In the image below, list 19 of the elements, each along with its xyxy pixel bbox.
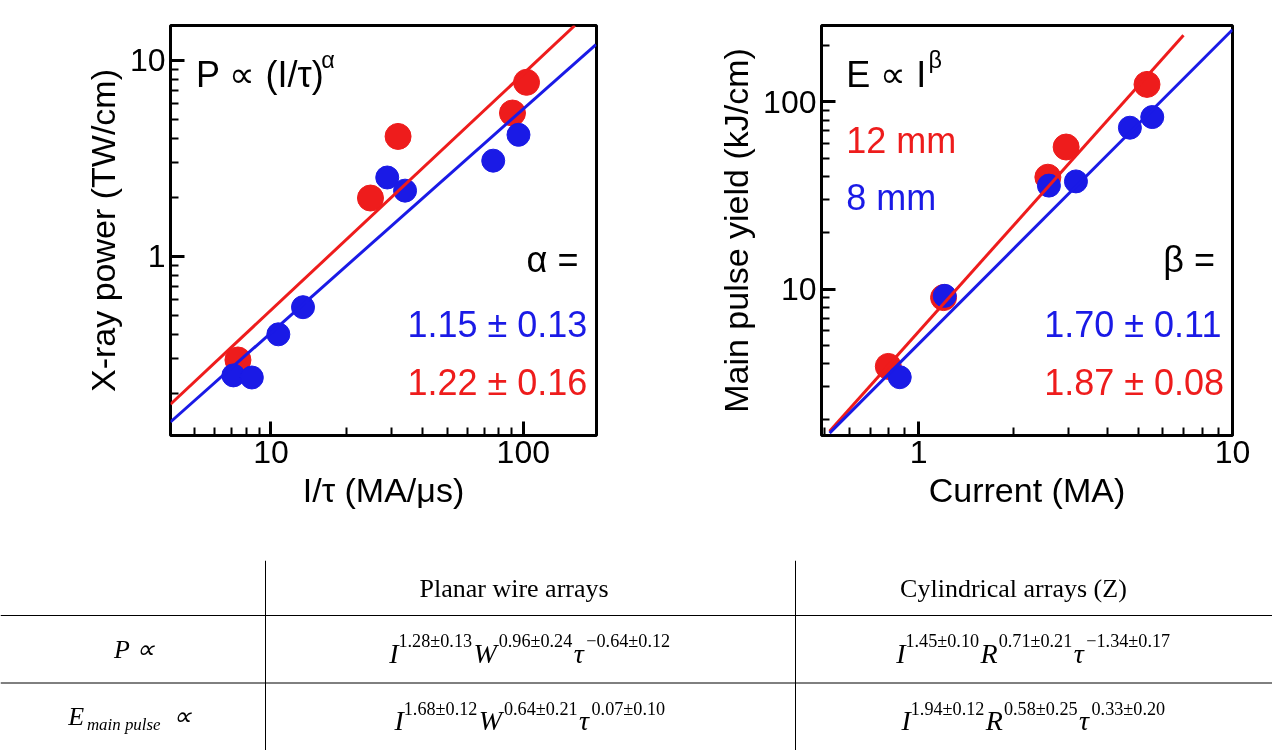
category-label: P ∝ (113, 634, 155, 664)
x-tick-label: 100 (496, 433, 550, 470)
text: 12 mm (846, 119, 957, 161)
x-tick-label: 10 (1214, 433, 1251, 470)
annotation: 1.22 ± 0.16 (407, 361, 588, 403)
y-axis-title: X-ray power (TW/cm) (83, 69, 122, 392)
series-label: 8 mm (846, 177, 937, 219)
annotation: β = (1163, 238, 1216, 280)
x-axis-title: Current (MA) (928, 470, 1126, 509)
annotation: 1.70 ± 0.11 (1044, 304, 1222, 346)
category-label: Cylindrical arrays (Z) (900, 573, 1127, 603)
x-axis-title: I/τ (MA/μs) (302, 470, 465, 509)
annotation: α = (526, 238, 579, 280)
x-tick-label: 1 (909, 433, 928, 470)
annotation: 1.15 ± 0.13 (407, 304, 588, 346)
y-axis-title: Main pulse yield (kJ/cm) (717, 48, 756, 413)
annotation: 1.87 ± 0.08 (1044, 361, 1225, 403)
category-label: Planar wire arrays (419, 573, 609, 603)
x-tick-label: 10 (253, 433, 289, 470)
